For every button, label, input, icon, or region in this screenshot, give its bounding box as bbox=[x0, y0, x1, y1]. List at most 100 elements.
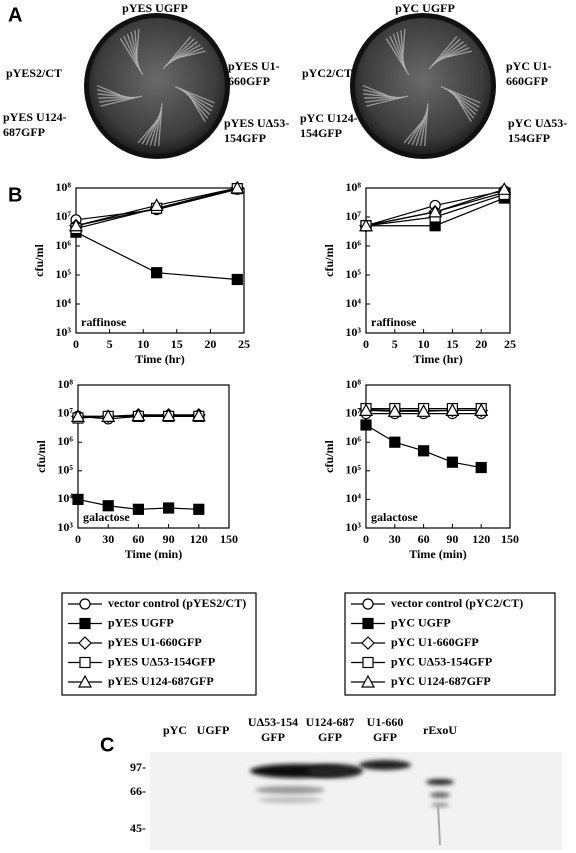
y-tick-label: 10³ bbox=[57, 520, 73, 534]
legend-marker bbox=[78, 636, 92, 650]
panel-label: A bbox=[8, 4, 22, 26]
lane-label: pYC bbox=[163, 723, 187, 737]
marker bbox=[132, 503, 144, 515]
y-tick-label: 10⁴ bbox=[57, 491, 73, 505]
x-tick-label: 0 bbox=[363, 337, 369, 351]
y-tick-label: 10⁵ bbox=[345, 463, 361, 477]
y-tick-label: 10⁷ bbox=[345, 405, 361, 419]
marker bbox=[68, 218, 84, 232]
legend-label: pYC UGFP bbox=[391, 615, 451, 629]
streak bbox=[188, 96, 209, 119]
plate-label: pYC U1- bbox=[506, 59, 552, 73]
legend-label: pYC UΔ53-154GFP bbox=[391, 654, 492, 668]
plate-label: pYC UΔ53- bbox=[508, 116, 567, 130]
y-tick-label: 10⁵ bbox=[345, 267, 361, 281]
x-tick-label: 60 bbox=[132, 532, 144, 546]
marker bbox=[230, 180, 245, 194]
x-tick-label: 10 bbox=[418, 337, 430, 351]
x-tick-label: 20 bbox=[204, 337, 216, 351]
plate-label: pYC U124- bbox=[300, 111, 358, 125]
lane-label: GFP bbox=[261, 730, 285, 744]
x-tick-label: 0 bbox=[75, 532, 81, 546]
x-tick-label: 30 bbox=[102, 532, 114, 546]
streak bbox=[176, 47, 204, 60]
streak bbox=[403, 123, 421, 144]
plate-label: 154GFP bbox=[300, 126, 342, 140]
streak bbox=[134, 30, 138, 59]
plate-label: 687GFP bbox=[3, 125, 45, 139]
x-axis-label: Time (min) bbox=[125, 547, 182, 561]
y-axis-label: cfu/ml bbox=[322, 244, 336, 277]
legend-marker bbox=[362, 617, 374, 630]
y-tick-label: 10⁸ bbox=[57, 377, 73, 391]
x-tick-label: 5 bbox=[107, 337, 113, 351]
streak bbox=[191, 99, 206, 122]
y-tick-label: 10⁷ bbox=[345, 209, 361, 223]
x-tick-label: 150 bbox=[501, 532, 519, 546]
legend-label: pYC U124-687GFP bbox=[391, 674, 491, 688]
y-axis-label: cfu/ml bbox=[34, 440, 48, 473]
streak bbox=[402, 28, 406, 54]
legend-label: pYES U124-687GFP bbox=[108, 674, 214, 688]
streak bbox=[457, 99, 472, 122]
legend-label: pYC U1-660GFP bbox=[391, 635, 479, 649]
x-axis-label: Time (hr) bbox=[413, 352, 462, 366]
plot-frame bbox=[75, 187, 245, 334]
legend-marker bbox=[362, 656, 374, 669]
marker bbox=[360, 419, 372, 431]
streak bbox=[96, 84, 121, 96]
streak bbox=[442, 47, 470, 60]
plate-label: 660GFP bbox=[506, 74, 548, 88]
streak bbox=[407, 119, 424, 145]
x-axis-label: Time (hr) bbox=[135, 352, 184, 366]
panel-label: B bbox=[8, 184, 22, 206]
marker bbox=[102, 500, 114, 512]
streak bbox=[137, 123, 155, 144]
lane-label: U124-687 bbox=[306, 715, 355, 729]
marker bbox=[191, 408, 206, 422]
legend-label: vector control (pYES2/CT) bbox=[108, 596, 246, 610]
x-tick-label: 25 bbox=[238, 337, 250, 351]
x-tick-label: 90 bbox=[163, 532, 175, 546]
marker bbox=[387, 404, 402, 417]
panel-label: C bbox=[100, 734, 114, 756]
marker bbox=[72, 493, 84, 505]
marker bbox=[101, 409, 116, 422]
marker bbox=[497, 182, 512, 195]
x-tick-label: 60 bbox=[418, 532, 430, 546]
mw-marker: 66- bbox=[130, 784, 146, 798]
plate-label: 154GFP bbox=[224, 131, 266, 145]
y-tick-label: 10⁵ bbox=[57, 463, 73, 477]
legend-label: pYES UGFP bbox=[108, 615, 174, 629]
legend-label: pYES U1-660GFP bbox=[108, 635, 202, 649]
x-tick-label: 20 bbox=[475, 337, 487, 351]
streak bbox=[181, 50, 206, 58]
y-tick-label: 10⁸ bbox=[345, 180, 361, 194]
legend-marker bbox=[77, 674, 93, 688]
annotation: galactose bbox=[83, 510, 130, 524]
marker bbox=[445, 403, 460, 416]
y-tick-label: 10⁶ bbox=[345, 434, 361, 448]
y-tick-label: 10⁸ bbox=[345, 377, 361, 391]
x-tick-label: 15 bbox=[171, 337, 183, 351]
legend-label: vector control (pYC2/CT) bbox=[391, 596, 523, 610]
x-tick-label: 0 bbox=[363, 532, 369, 546]
mw-marker: 97- bbox=[130, 760, 146, 774]
streak bbox=[400, 30, 404, 59]
marker bbox=[389, 436, 401, 448]
y-tick-label: 10⁶ bbox=[57, 434, 73, 448]
mw-marker: 45- bbox=[130, 821, 146, 835]
y-tick-label: 10⁴ bbox=[55, 296, 71, 310]
marker bbox=[428, 204, 443, 218]
lane-label: U1-660 bbox=[367, 715, 404, 729]
y-tick-label: 10³ bbox=[345, 325, 361, 339]
marker bbox=[358, 403, 374, 416]
x-tick-label: 15 bbox=[446, 337, 458, 351]
plate-agar bbox=[89, 18, 225, 154]
y-tick-label: 10⁸ bbox=[55, 180, 71, 194]
plate-title: pYES UGFP bbox=[122, 1, 188, 15]
marker bbox=[474, 403, 489, 416]
legend-marker bbox=[79, 617, 91, 630]
x-tick-label: 30 bbox=[389, 532, 401, 546]
